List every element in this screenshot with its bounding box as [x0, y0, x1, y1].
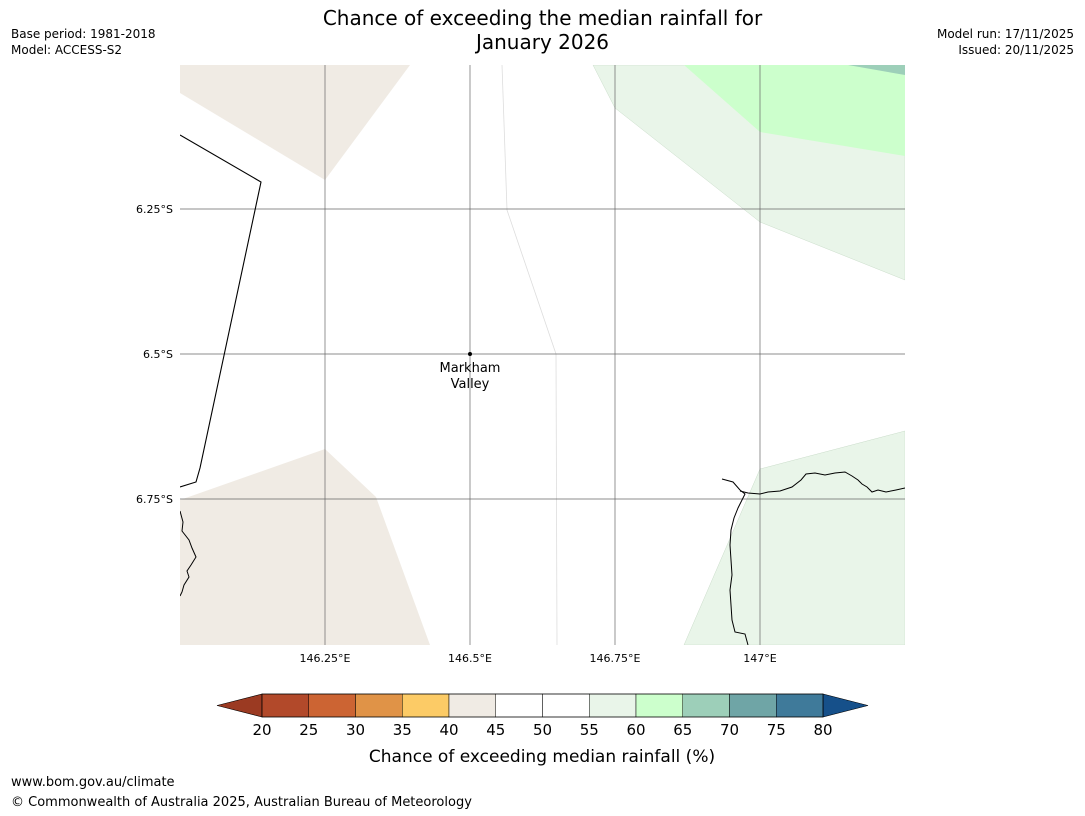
lat-label-6-75: 6.75°S — [136, 493, 173, 506]
colorbar-segment — [636, 694, 683, 717]
colorbar-tick-label: 70 — [720, 721, 739, 739]
colorbar-tick-label: 50 — [533, 721, 552, 739]
colorbar-tick-label: 60 — [626, 721, 645, 739]
colorbar-segment — [730, 694, 777, 717]
lat-label-6-5: 6.5°S — [143, 348, 173, 361]
colorbar-tick-label: 55 — [580, 721, 599, 739]
colorbar-tick-label: 35 — [393, 721, 412, 739]
colorbar: 20 25 30 35 40 45 50 55 60 65 70 75 80 Chance of exc… — [217, 694, 868, 767]
lon-label-147: 147°E — [743, 652, 776, 665]
location-label-line1: Markham — [440, 361, 501, 376]
colorbar-segment — [776, 694, 823, 717]
lon-label-146-75: 146.75°E — [590, 652, 641, 665]
map-panel: Markham Valley — [180, 65, 905, 645]
footer-copyright: © Commonwealth of Australia 2025, Austra… — [11, 795, 472, 810]
colorbar-tick-label: 30 — [346, 721, 365, 739]
colorbar-segment — [309, 694, 356, 717]
colorbar-segment — [589, 694, 636, 717]
footer-url: www.bom.gov.au/climate — [11, 775, 175, 790]
colorbar-segment — [356, 694, 403, 717]
colorbar-tick-label: 80 — [813, 721, 832, 739]
colorbar-tick-label: 65 — [673, 721, 692, 739]
lat-label-6-25: 6.25°S — [136, 203, 173, 216]
location-label-line2: Valley — [451, 377, 490, 392]
colorbar-segment — [683, 694, 730, 717]
colorbar-tick-label: 40 — [439, 721, 458, 739]
lon-label-146-25: 146.25°E — [300, 652, 351, 665]
location-marker — [468, 352, 472, 356]
colorbar-segment — [543, 694, 590, 717]
colorbar-tick-labels: 20 25 30 35 40 45 50 55 60 65 70 75 80 — [252, 721, 832, 739]
colorbar-tick-label: 20 — [252, 721, 271, 739]
colorbar-segments — [262, 694, 823, 717]
colorbar-segment — [449, 694, 496, 717]
colorbar-tick-label: 45 — [486, 721, 505, 739]
colorbar-segment — [402, 694, 449, 717]
map-figure: Markham Valley 6.25°S 6.5°S 6.75°S 146.2… — [0, 0, 1085, 816]
colorbar-label: Chance of exceeding median rainfall (%) — [369, 747, 715, 767]
colorbar-tick-label: 75 — [767, 721, 786, 739]
colorbar-segment — [262, 694, 309, 717]
colorbar-tick-label: 25 — [299, 721, 318, 739]
colorbar-segment — [496, 694, 543, 717]
colorbar-high-extend — [823, 694, 868, 717]
colorbar-low-extend — [217, 694, 262, 717]
lon-label-146-5: 146.5°E — [448, 652, 492, 665]
